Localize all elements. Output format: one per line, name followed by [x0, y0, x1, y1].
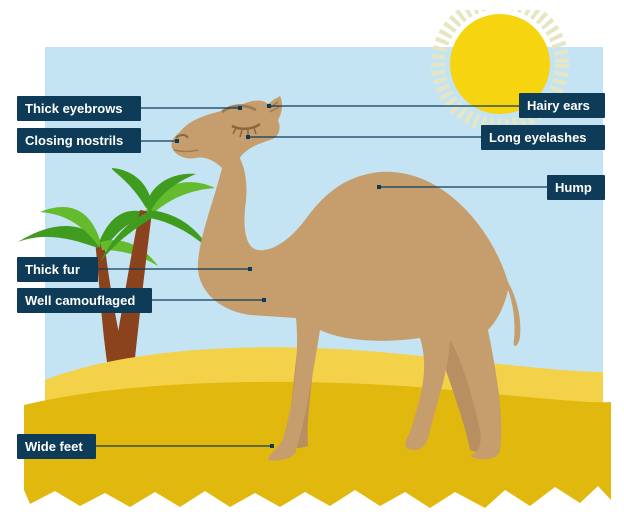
leader-dots [175, 104, 381, 448]
sand-ground [24, 381, 611, 508]
label-long-eyelashes: Long eyelashes [481, 125, 605, 150]
label-hairy-ears: Hairy ears [519, 93, 605, 118]
label-closing-nostrils: Closing nostrils [17, 128, 141, 153]
leader-lines [96, 105, 547, 447]
label-hump: Hump [547, 175, 605, 200]
label-thick-fur: Thick fur [17, 257, 98, 282]
camel [171, 96, 521, 461]
label-well-camouflaged: Well camouflaged [17, 288, 152, 313]
label-wide-feet: Wide feet [17, 434, 96, 459]
label-thick-eyebrows: Thick eyebrows [17, 96, 141, 121]
